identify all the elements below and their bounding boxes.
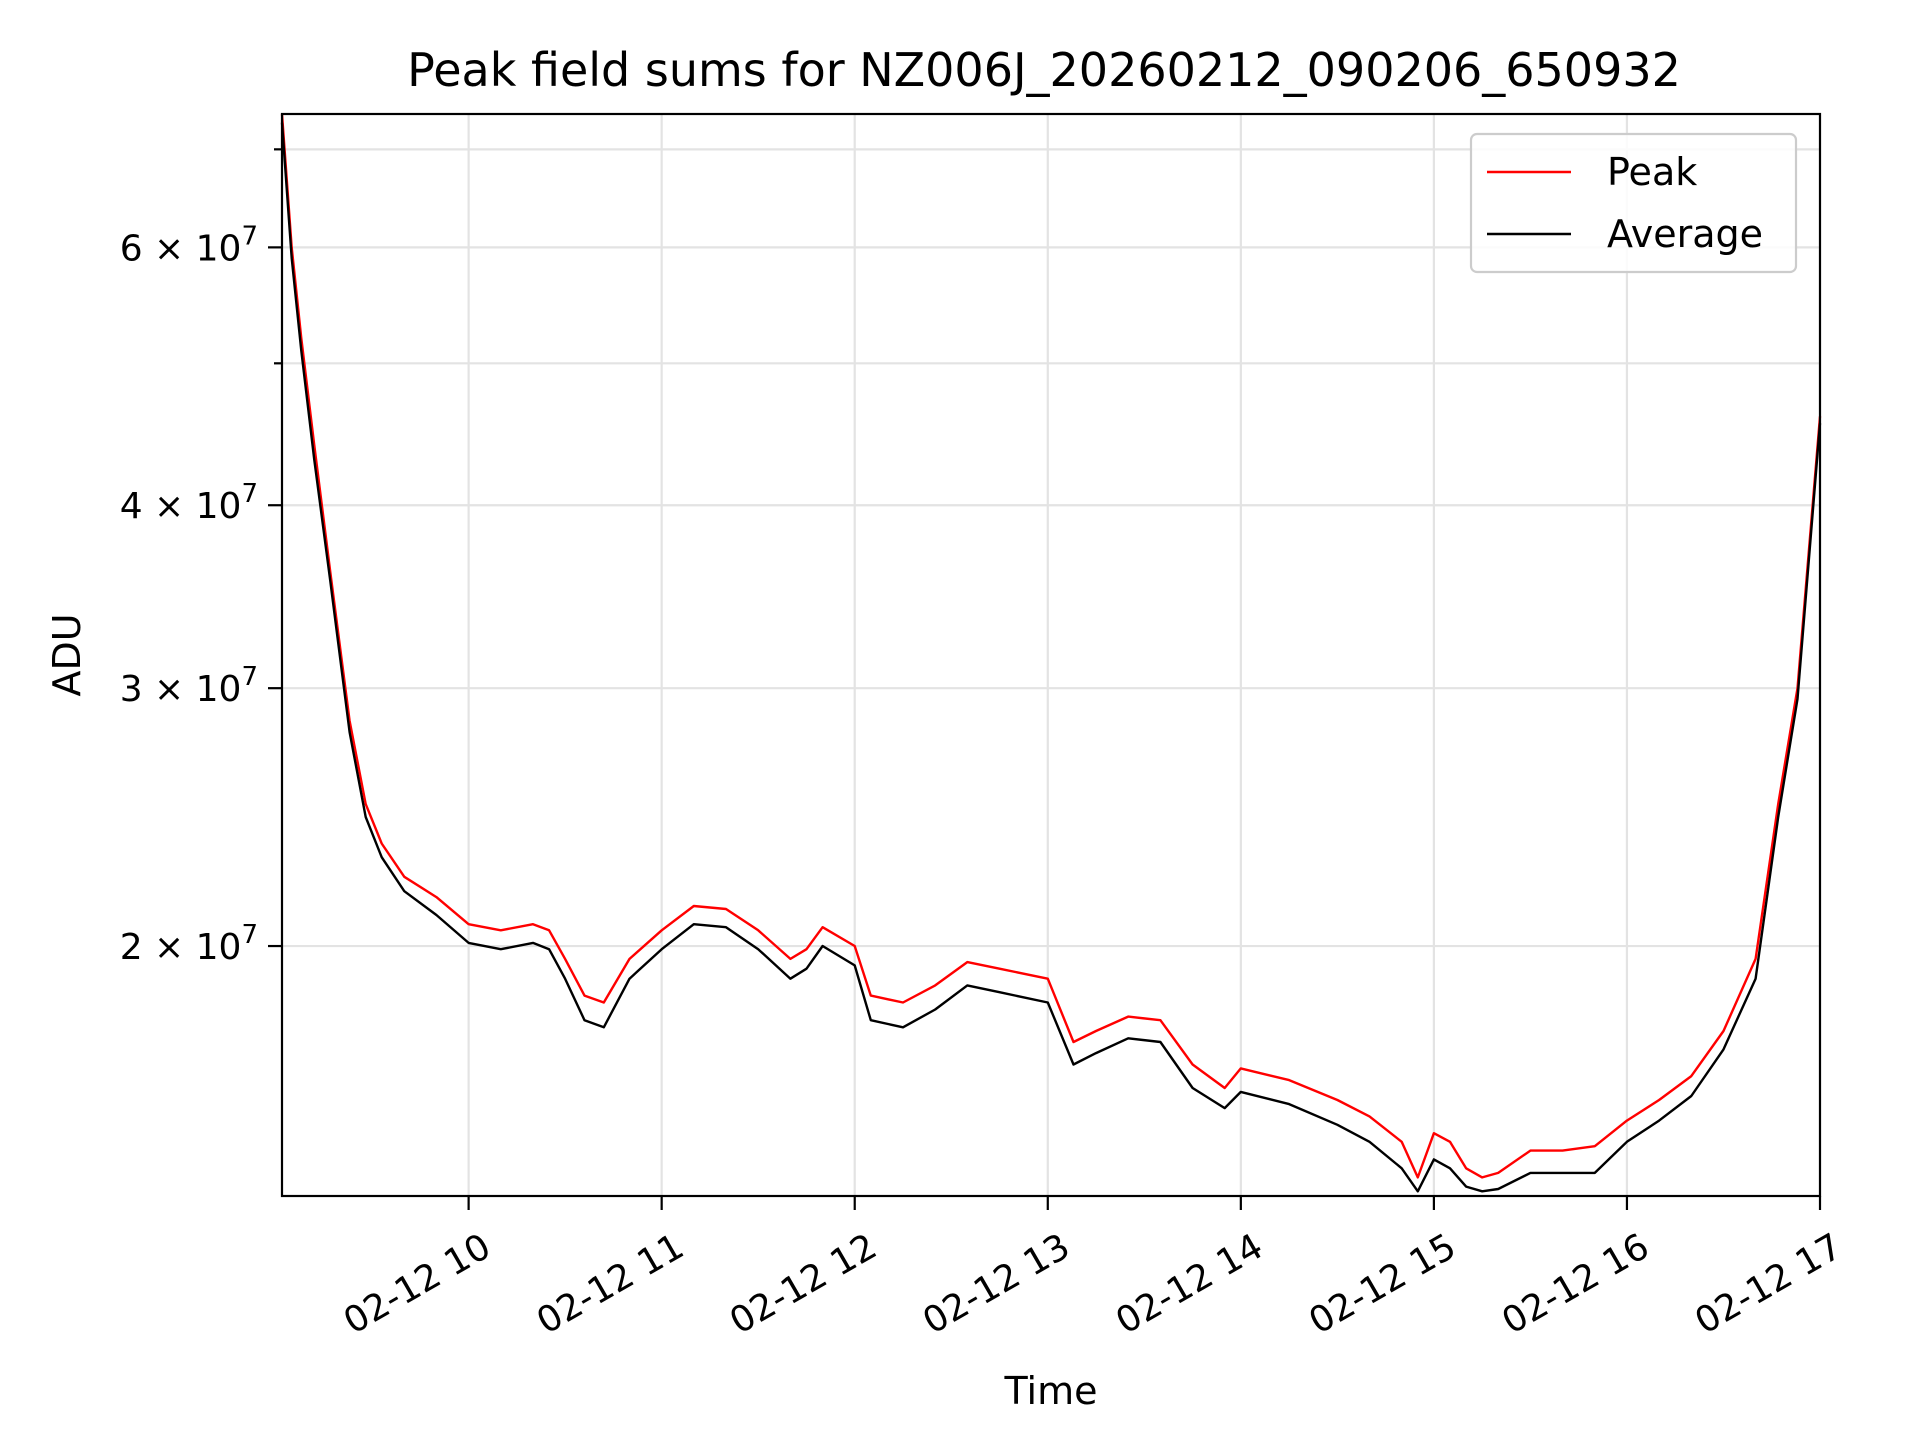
x-axis-label: Time <box>1004 1369 1098 1413</box>
y-tick-exponent: 7 <box>241 662 258 692</box>
y-tick-base: × 10 <box>143 927 242 968</box>
y-tick-label: 3 × 107 <box>120 662 258 710</box>
y-tick-mantissa: 4 <box>120 486 143 527</box>
series-line-peak <box>280 113 1822 1179</box>
y-tick-label: 2 × 107 <box>120 920 258 968</box>
y-tick-exponent: 7 <box>241 920 258 950</box>
legend: Peak Average <box>1469 132 1798 274</box>
legend-label-peak: Peak <box>1607 150 1697 194</box>
legend-label-average: Average <box>1607 212 1763 256</box>
y-tick-mantissa: 2 <box>120 927 143 968</box>
legend-box <box>1469 132 1798 274</box>
y-tick-base: × 10 <box>143 228 242 269</box>
y-tick-label: 6 × 107 <box>120 221 258 269</box>
plot-frame <box>280 112 1822 1198</box>
y-tick-label: 4 × 107 <box>120 479 258 527</box>
y-tick-exponent: 7 <box>241 479 258 509</box>
y-tick-base: × 10 <box>143 486 242 527</box>
series-layer <box>280 113 1822 1193</box>
y-tick-exponent: 7 <box>241 221 258 251</box>
series-line-average <box>280 122 1822 1193</box>
y-tick-mantissa: 6 <box>120 228 143 269</box>
y-tick-mantissa: 3 <box>120 669 143 710</box>
chart-title: Peak field sums for NZ006J_20260212_0902… <box>407 43 1681 97</box>
y-axis-label: ADU <box>45 613 89 696</box>
y-tick-base: × 10 <box>143 669 242 710</box>
